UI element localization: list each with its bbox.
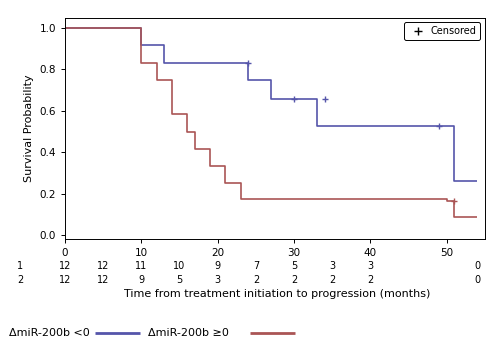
Text: 2: 2 xyxy=(329,275,336,285)
Legend: Censored: Censored xyxy=(404,23,480,40)
Text: 12: 12 xyxy=(97,261,110,271)
Text: 0: 0 xyxy=(474,261,480,271)
Text: 2: 2 xyxy=(291,275,297,285)
Text: ΔmiR-200b <0: ΔmiR-200b <0 xyxy=(9,328,90,338)
Text: 5: 5 xyxy=(291,261,297,271)
Text: 12: 12 xyxy=(97,275,110,285)
Text: 12: 12 xyxy=(59,261,71,271)
Text: 0: 0 xyxy=(474,275,480,285)
Text: Time from treatment initiation to progression (months): Time from treatment initiation to progre… xyxy=(124,289,430,299)
Text: 3: 3 xyxy=(329,261,336,271)
Text: 3: 3 xyxy=(368,261,374,271)
Text: 7: 7 xyxy=(253,261,259,271)
Text: ΔmiR-200b ≥0: ΔmiR-200b ≥0 xyxy=(148,328,228,338)
Y-axis label: Survival Probability: Survival Probability xyxy=(24,75,34,182)
Text: 9: 9 xyxy=(138,275,144,285)
Text: 11: 11 xyxy=(135,261,147,271)
Text: 9: 9 xyxy=(214,261,221,271)
Text: 5: 5 xyxy=(176,275,182,285)
Text: 1: 1 xyxy=(17,261,23,271)
Text: 2: 2 xyxy=(17,275,23,285)
Text: 12: 12 xyxy=(59,275,71,285)
Text: 10: 10 xyxy=(174,261,186,271)
Text: 2: 2 xyxy=(253,275,259,285)
Text: 2: 2 xyxy=(368,275,374,285)
Text: 3: 3 xyxy=(214,275,221,285)
